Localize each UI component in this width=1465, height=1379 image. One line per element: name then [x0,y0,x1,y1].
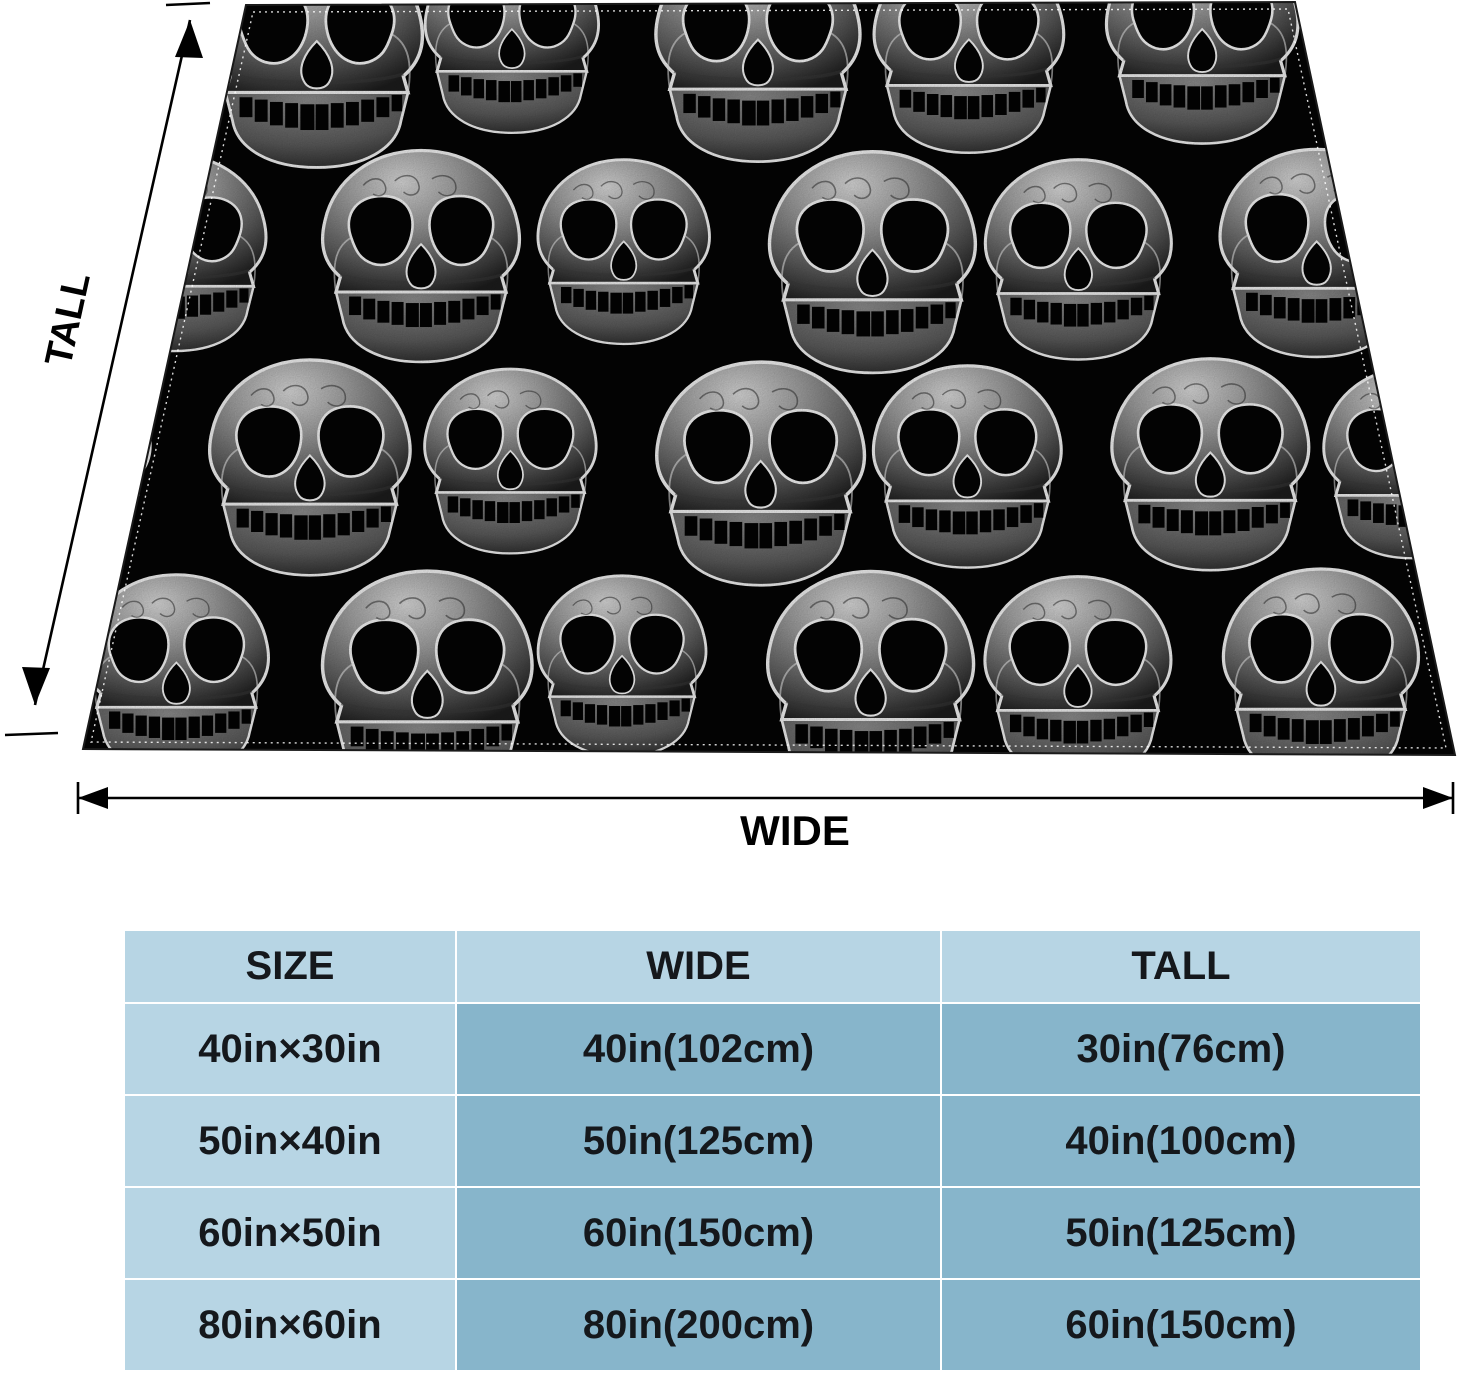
svg-text:TALL: TALL [38,269,99,370]
svg-text:WIDE: WIDE [740,807,850,854]
